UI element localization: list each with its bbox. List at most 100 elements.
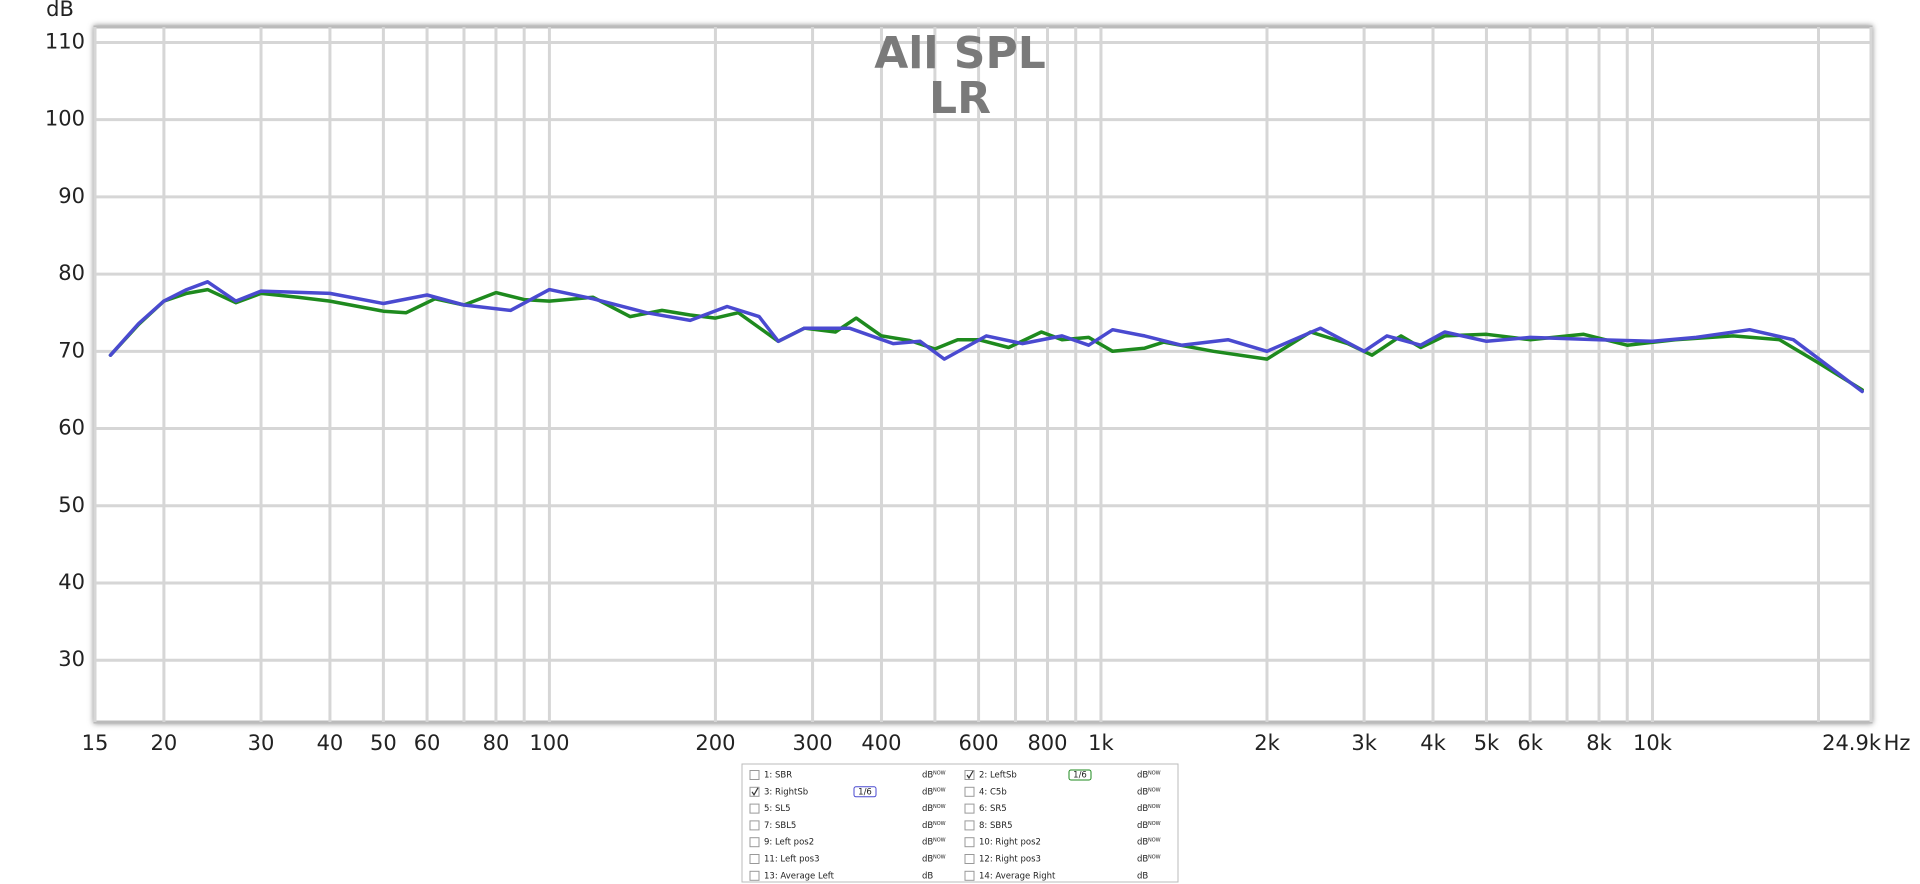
y-tick-label: 80 [58,261,85,285]
smoothing-badge[interactable] [1068,769,1092,781]
unit-label: dB [922,804,933,814]
legend-label: 9: Left pos2 [764,838,814,848]
now-label: NOW [933,855,946,861]
checkbox[interactable] [749,770,760,780]
legend-label: 14: Average Right [979,871,1056,881]
x-tick-label: 10k [1633,731,1673,755]
y-tick-label: 70 [58,338,85,362]
x-tick-label: 2k [1254,731,1280,755]
y-tick-label: 40 [58,570,85,594]
unit-label: dB [1137,771,1148,781]
x-tick-label: 400 [861,731,901,755]
x-tick-label: 40 [317,731,344,755]
unit-label: dB [922,855,933,865]
unit-label: dB [922,871,933,881]
x-tick-label: 60 [414,731,441,755]
unit-label: dB [1137,838,1148,848]
now-label: NOW [933,804,946,810]
now-label: NOW [1148,804,1161,810]
x-tick-label: 30 [248,731,275,755]
x-tick-label: 100 [529,731,569,755]
smoothing-label: 1/6 [858,787,872,797]
x-tick-label: 80 [483,731,510,755]
unit-label: dB [922,838,933,848]
legend-label: 2: LeftSb [979,771,1017,781]
now-label: NOW [1148,838,1161,844]
legend-label: 11: Left pos3 [764,855,820,865]
x-axis-label: Hz [1884,731,1911,755]
checkmark [966,770,974,780]
legend-label: 3: RightSb [764,787,808,797]
series-line [108,280,1864,394]
y-tick-label: 100 [45,107,85,131]
chart-title: All SPL [874,28,1046,79]
x-tick-label: 24.9k [1822,731,1882,755]
unit-label: dB [922,787,933,797]
legend-label: 7: SBL5 [764,821,796,831]
checkbox[interactable] [964,837,975,848]
legend-label: 5: SL5 [764,804,791,814]
x-tick-label: 1k [1088,731,1114,755]
now-label: NOW [1148,771,1161,777]
x-tick-label: 15 [82,731,109,755]
checkbox[interactable] [749,854,760,864]
x-tick-label: 800 [1027,731,1067,755]
y-tick-label: 50 [58,493,85,517]
x-tick-label: 6k [1517,731,1543,755]
now-label: NOW [933,771,946,777]
unit-label: dB [1137,787,1148,797]
legend-label: 12: Right pos3 [979,855,1041,865]
y-tick-label: 30 [58,647,85,671]
checkbox[interactable] [749,870,760,881]
unit-label: dB [1137,855,1148,865]
checkbox[interactable] [964,786,975,797]
x-tick-label: 3k [1351,731,1377,755]
legend-panel [741,763,1179,883]
x-tick-label: 8k [1586,731,1612,755]
checkbox[interactable] [964,854,975,864]
checkbox[interactable] [749,837,760,848]
unit-label: dB [1137,821,1148,831]
x-tick-label: 50 [370,731,397,755]
unit-label: dB [1137,871,1148,881]
legend-label: 1: SBR [764,771,792,781]
checkmark [751,787,759,796]
smoothing-label: 1/6 [1073,771,1087,781]
x-tick-label: 600 [959,731,999,755]
checkbox[interactable] [749,820,760,831]
x-tick-label: 200 [695,731,735,755]
legend-label: 10: Right pos2 [979,838,1041,848]
now-label: NOW [933,838,946,844]
legend-label: 13: Average Left [764,871,835,881]
unit-label: dB [1137,804,1148,814]
now-label: NOW [1148,855,1161,861]
checkbox[interactable] [964,870,975,881]
checkbox[interactable] [964,770,975,780]
checkbox[interactable] [964,820,975,831]
now-label: NOW [1148,821,1161,827]
legend-label: 6: SR5 [979,804,1007,814]
now-label: NOW [1148,787,1161,793]
checkbox[interactable] [964,803,975,814]
y-axis-label: dB [46,0,74,21]
checkbox[interactable] [749,786,760,797]
chart-subtitle: LR [929,73,991,124]
y-tick-label: 90 [58,184,85,208]
legend-label: 8: SBR5 [979,821,1013,831]
x-tick-label: 20 [151,731,178,755]
x-tick-label: 4k [1420,731,1446,755]
now-label: NOW [933,821,946,827]
checkbox[interactable] [749,803,760,814]
unit-label: dB [922,821,933,831]
unit-label: dB [922,771,933,781]
y-tick-label: 60 [58,416,85,440]
x-tick-label: 300 [793,731,833,755]
plot-area [93,25,1873,724]
smoothing-badge[interactable] [853,786,877,798]
legend-label: 4: C5b [979,787,1007,797]
y-tick-label: 110 [45,29,85,53]
now-label: NOW [933,787,946,793]
x-tick-label: 5k [1474,731,1500,755]
